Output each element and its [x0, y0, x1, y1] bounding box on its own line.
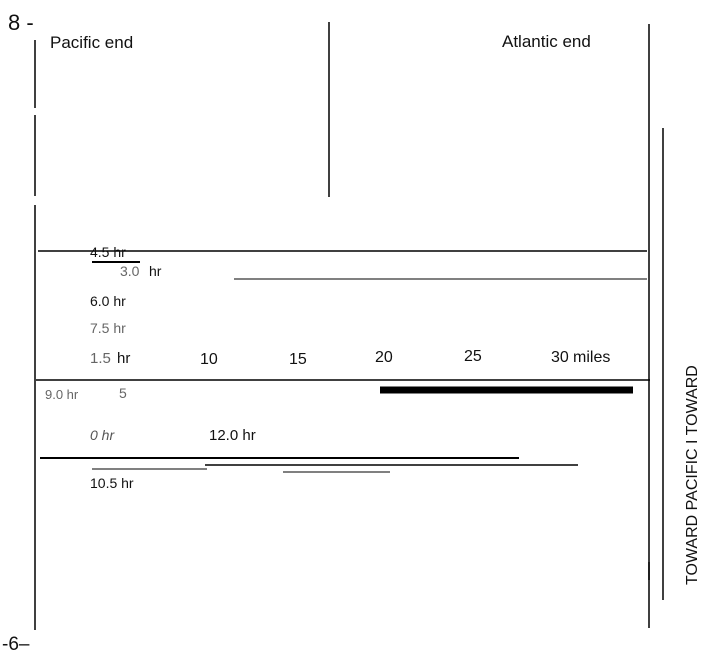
atlantic-end-label: Atlantic end — [502, 32, 591, 51]
hour-label-3-0: 3.0 — [120, 263, 140, 279]
hour-label-0: 0 hr — [90, 427, 115, 443]
hour-label-1-5-unit: hr — [117, 350, 130, 367]
hour-label-3-0-unit: hr — [149, 263, 162, 279]
y-axis-bottom-label: -6– — [2, 634, 30, 655]
mile-tick-25: 25 — [464, 348, 482, 365]
mile-tick-20: 20 — [375, 349, 393, 366]
mile-tick-5: 5 — [119, 385, 127, 401]
y-axis-top-label: 8 - — [8, 10, 34, 35]
hour-label-1-5: 1.5 — [90, 350, 111, 367]
hour-label-10-5: 10.5 hr — [90, 475, 134, 491]
hour-label-6-0: 6.0 hr — [90, 293, 126, 309]
hour-label-4-5: 4.5 hr — [90, 244, 126, 260]
mile-tick-30: 30 — [551, 349, 569, 366]
hour-label-12-0: 12.0 hr — [209, 427, 256, 444]
hour-label-9-0: 9.0 hr — [45, 387, 79, 402]
hour-label-7-5: 7.5 hr — [90, 320, 126, 336]
mile-tick-15: 15 — [289, 351, 307, 368]
mile-tick-10: 10 — [200, 351, 218, 368]
pacific-end-label: Pacific end — [50, 33, 133, 52]
toward-side-label: TOWARD PACIFIC I TOWARD — [684, 365, 701, 585]
mile-scale-unit: miles — [573, 349, 610, 366]
